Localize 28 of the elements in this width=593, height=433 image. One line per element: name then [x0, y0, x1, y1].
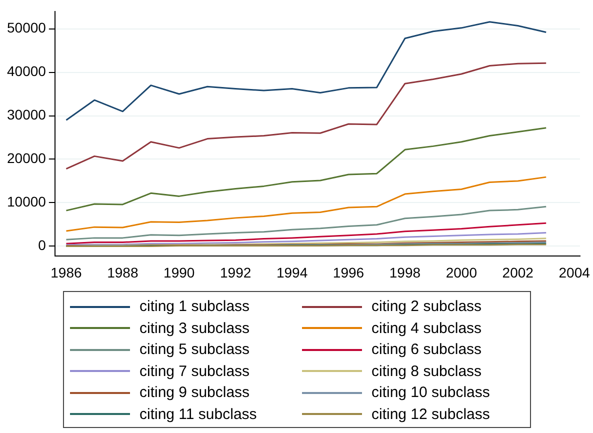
- legend-label: citing 8 subclass: [372, 362, 482, 380]
- y-tick-label: 30000: [6, 106, 46, 123]
- x-tick-label: 1988: [107, 264, 138, 280]
- x-tick-label: 2004: [558, 264, 590, 280]
- x-tick-label: 1994: [276, 264, 308, 280]
- legend-label: citing 2 subclass: [372, 298, 482, 316]
- legend-label: citing 1 subclass: [140, 298, 250, 316]
- legend-label: citing 7 subclass: [140, 362, 250, 380]
- legend-label: citing 4 subclass: [372, 320, 482, 337]
- x-tick-label: 1990: [164, 264, 195, 280]
- legend-label: citing 10 subclass: [372, 384, 490, 402]
- y-tick-label: 10000: [6, 194, 46, 210]
- y-tick-label: 0: [38, 237, 46, 254]
- x-tick-label: 1992: [220, 264, 252, 280]
- y-tick-label: 40000: [6, 63, 46, 80]
- legend-label: citing 6 subclass: [372, 341, 482, 358]
- x-tick-label: 1996: [332, 264, 364, 280]
- y-tick-label: 20000: [6, 150, 46, 166]
- x-tick-label: 1986: [50, 264, 82, 280]
- x-tick-label: 2000: [446, 264, 478, 280]
- legend-label: citing 11 subclass: [140, 406, 257, 423]
- legend-label: citing 3 subclass: [140, 320, 250, 337]
- x-tick-label: 2002: [502, 264, 534, 280]
- legend-label: citing 9 subclass: [140, 384, 250, 402]
- legend-label: citing 12 subclass: [372, 406, 490, 423]
- y-tick-label: 50000: [6, 20, 46, 36]
- legend-label: citing 5 subclass: [140, 341, 250, 358]
- x-tick-label: 1998: [389, 264, 421, 280]
